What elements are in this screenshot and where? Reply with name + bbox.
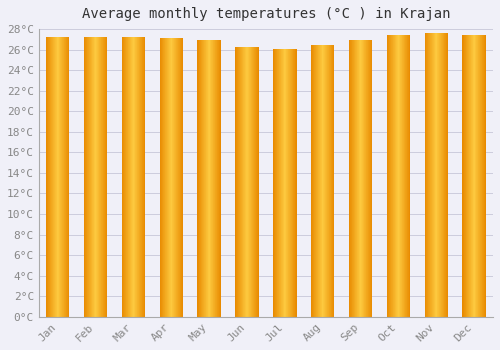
Title: Average monthly temperatures (°C ) in Krajan: Average monthly temperatures (°C ) in Kr… — [82, 7, 450, 21]
